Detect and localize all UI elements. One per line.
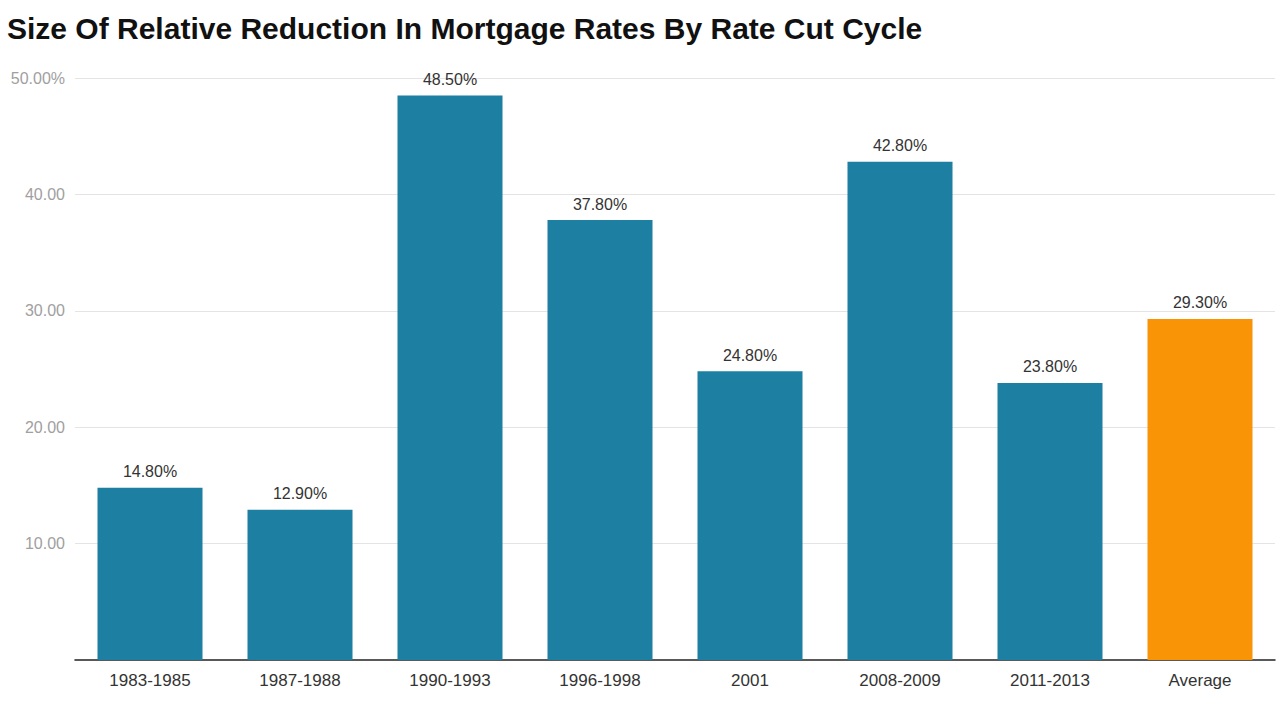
svg-text:Average: Average: [1168, 671, 1231, 690]
svg-text:42.80%: 42.80%: [873, 137, 927, 154]
svg-text:2001: 2001: [731, 671, 769, 690]
svg-text:40.00: 40.00: [25, 186, 65, 203]
svg-text:50.00%: 50.00%: [11, 70, 65, 87]
svg-text:12.90%: 12.90%: [273, 485, 327, 502]
svg-text:Size Of Relative Reduction In: Size Of Relative Reduction In Mortgage R…: [7, 12, 922, 45]
svg-text:2011-2013: 2011-2013: [1010, 671, 1090, 690]
svg-text:1996-1998: 1996-1998: [559, 671, 640, 690]
svg-text:29.30%: 29.30%: [1173, 294, 1227, 311]
svg-text:37.80%: 37.80%: [573, 196, 627, 213]
svg-text:23.80%: 23.80%: [1023, 358, 1077, 375]
svg-text:30.00: 30.00: [25, 302, 65, 319]
svg-text:10.00: 10.00: [25, 535, 65, 552]
svg-text:48.50%: 48.50%: [423, 71, 477, 88]
svg-text:14.80%: 14.80%: [123, 463, 177, 480]
svg-text:24.80%: 24.80%: [723, 347, 777, 364]
svg-text:2008-2009: 2008-2009: [859, 671, 940, 690]
svg-text:1987-1988: 1987-1988: [259, 671, 340, 690]
svg-text:1983-1985: 1983-1985: [109, 671, 190, 690]
svg-text:1990-1993: 1990-1993: [409, 671, 490, 690]
svg-text:20.00: 20.00: [25, 419, 65, 436]
